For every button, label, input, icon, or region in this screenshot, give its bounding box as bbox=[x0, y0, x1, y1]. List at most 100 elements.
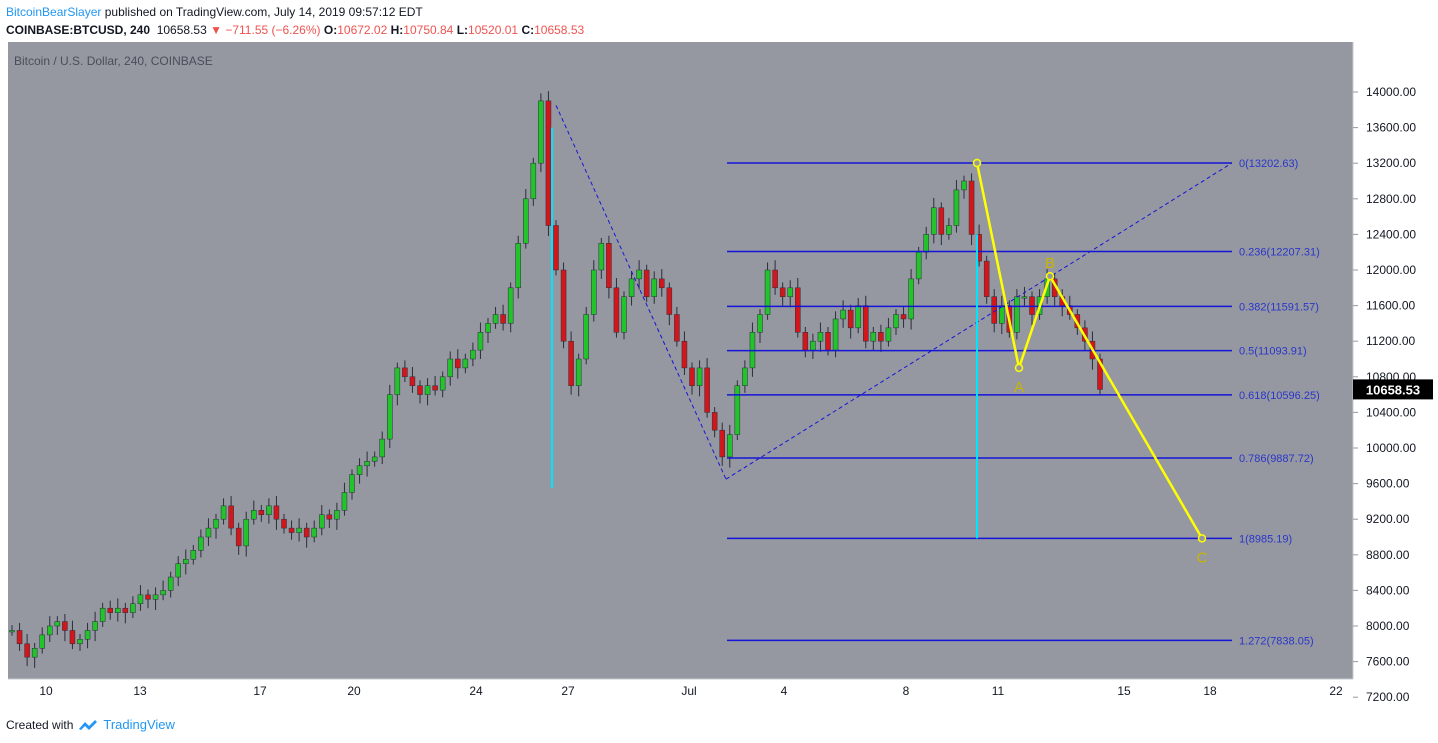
candle-body[interactable] bbox=[198, 536, 204, 551]
candle-body[interactable] bbox=[319, 514, 325, 529]
candle-body[interactable] bbox=[659, 278, 665, 289]
candle-body[interactable] bbox=[553, 225, 559, 271]
candle-body[interactable] bbox=[220, 505, 227, 520]
candle-body[interactable] bbox=[666, 287, 673, 315]
candle-body[interactable] bbox=[266, 505, 272, 516]
candle-body[interactable] bbox=[130, 603, 136, 613]
candle-body[interactable] bbox=[394, 367, 401, 395]
candle-body[interactable] bbox=[983, 260, 990, 297]
candle-body[interactable] bbox=[39, 634, 45, 649]
candle-body[interactable] bbox=[424, 385, 431, 395]
candle-body[interactable] bbox=[923, 234, 929, 253]
candle-body[interactable] bbox=[379, 438, 385, 458]
candle-body[interactable] bbox=[1014, 296, 1020, 333]
candle-body[interactable] bbox=[870, 332, 877, 342]
candle-body[interactable] bbox=[115, 607, 121, 613]
candle-body[interactable] bbox=[92, 621, 98, 631]
candle-body[interactable] bbox=[341, 492, 348, 511]
candle-body[interactable] bbox=[183, 559, 189, 564]
candle-body[interactable] bbox=[356, 465, 363, 475]
candle-body[interactable] bbox=[598, 243, 605, 271]
candle-body[interactable] bbox=[568, 340, 574, 386]
wave-point[interactable] bbox=[1045, 271, 1055, 281]
candle-body[interactable] bbox=[9, 630, 15, 633]
candle-body[interactable] bbox=[885, 327, 892, 342]
candle-body[interactable] bbox=[500, 314, 506, 324]
candle-body[interactable] bbox=[243, 518, 249, 547]
candle-body[interactable] bbox=[908, 278, 914, 320]
candle-body[interactable] bbox=[900, 314, 907, 320]
candle-body[interactable] bbox=[878, 332, 884, 342]
candle-body[interactable] bbox=[470, 349, 476, 360]
candle-body[interactable] bbox=[107, 607, 113, 613]
candle-body[interactable] bbox=[931, 207, 937, 235]
wave-point[interactable] bbox=[1197, 534, 1207, 543]
candle-body[interactable] bbox=[863, 305, 869, 342]
candle-body[interactable] bbox=[273, 505, 280, 520]
candle-body[interactable] bbox=[643, 269, 650, 297]
candle-body[interactable] bbox=[99, 607, 106, 622]
candle-body[interactable] bbox=[175, 563, 181, 578]
candle-body[interactable] bbox=[832, 318, 839, 351]
candle-body[interactable] bbox=[417, 385, 423, 395]
candle-body[interactable] bbox=[311, 527, 317, 538]
candle-body[interactable] bbox=[704, 367, 710, 413]
candle-body[interactable] bbox=[281, 518, 287, 529]
candle-body[interactable] bbox=[847, 309, 854, 329]
candle-body[interactable] bbox=[795, 287, 801, 333]
candle-body[interactable] bbox=[855, 305, 861, 329]
candle-body[interactable] bbox=[938, 207, 945, 235]
candle-body[interactable] bbox=[915, 251, 922, 280]
candle-body[interactable] bbox=[288, 527, 295, 533]
candle-body[interactable] bbox=[651, 278, 657, 297]
candle-body[interactable] bbox=[583, 314, 589, 360]
candle-body[interactable] bbox=[507, 287, 514, 324]
candle-body[interactable] bbox=[77, 639, 83, 645]
candle-body[interactable] bbox=[190, 550, 197, 560]
candle-body[interactable] bbox=[205, 527, 212, 538]
candle-body[interactable] bbox=[734, 385, 741, 435]
candle-body[interactable] bbox=[840, 309, 846, 320]
candle-body[interactable] bbox=[613, 287, 620, 333]
candle-body[interactable] bbox=[1097, 358, 1103, 390]
candle-body[interactable] bbox=[492, 314, 499, 324]
candle-body[interactable] bbox=[575, 358, 582, 386]
candle-body[interactable] bbox=[228, 505, 234, 529]
candle-body[interactable] bbox=[409, 376, 416, 386]
candle-body[interactable] bbox=[477, 332, 484, 351]
candle-body[interactable] bbox=[24, 643, 30, 658]
candle-body[interactable] bbox=[145, 594, 151, 600]
candle-body[interactable] bbox=[696, 367, 703, 386]
author-link[interactable]: BitcoinBearSlayer bbox=[6, 5, 102, 19]
price-axis[interactable] bbox=[1353, 42, 1438, 679]
candle-body[interactable] bbox=[764, 269, 771, 315]
candle-body[interactable] bbox=[62, 621, 68, 631]
candle-body[interactable] bbox=[371, 456, 378, 462]
candle-body[interactable] bbox=[545, 100, 552, 226]
candle-body[interactable] bbox=[681, 340, 688, 369]
candle-body[interactable] bbox=[84, 630, 91, 640]
candle-body[interactable] bbox=[235, 527, 242, 547]
candle-body[interactable] bbox=[432, 385, 438, 391]
candle-body[interactable] bbox=[999, 305, 1005, 324]
candle-body[interactable] bbox=[772, 269, 778, 289]
candle-body[interactable] bbox=[122, 607, 129, 613]
dashed-trend-line[interactable] bbox=[555, 105, 727, 480]
candle-body[interactable] bbox=[213, 518, 219, 529]
candle-body[interactable] bbox=[167, 576, 174, 591]
candle-body[interactable] bbox=[1029, 296, 1035, 315]
candle-body[interactable] bbox=[485, 323, 491, 333]
candle-body[interactable] bbox=[787, 287, 793, 297]
candle-body[interactable] bbox=[439, 376, 446, 391]
candle-body[interactable] bbox=[810, 340, 816, 351]
candle-body[interactable] bbox=[47, 625, 53, 636]
candle-body[interactable] bbox=[137, 594, 144, 604]
candle-body[interactable] bbox=[364, 461, 370, 467]
candle-body[interactable] bbox=[530, 162, 537, 200]
candle-body[interactable] bbox=[16, 630, 23, 645]
candle-body[interactable] bbox=[538, 100, 544, 164]
candle-body[interactable] bbox=[961, 180, 967, 191]
candle-body[interactable] bbox=[719, 429, 725, 458]
candle-body[interactable] bbox=[991, 296, 997, 324]
